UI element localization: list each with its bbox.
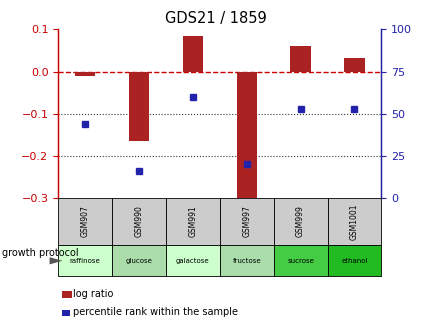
Text: GSM907: GSM907 [80, 206, 89, 237]
Text: raffinose: raffinose [70, 258, 100, 264]
Text: fructose: fructose [232, 258, 261, 264]
Text: growth protocol: growth protocol [2, 248, 79, 258]
Text: GSM1001: GSM1001 [349, 203, 358, 240]
Bar [344, 58, 364, 72]
Text: ethanol: ethanol [341, 258, 367, 264]
Bar [182, 36, 203, 72]
Text: log ratio: log ratio [73, 289, 114, 299]
Text: GSM990: GSM990 [134, 206, 143, 237]
Text: percentile rank within the sample: percentile rank within the sample [73, 307, 238, 317]
Text: GSM991: GSM991 [188, 206, 197, 237]
Text: sucrose: sucrose [286, 258, 313, 264]
Bar [290, 46, 310, 72]
Text: GSM999: GSM999 [295, 206, 304, 237]
Bar [75, 72, 95, 76]
Text: GSM997: GSM997 [242, 206, 251, 237]
Bar [129, 72, 149, 141]
Text: GDS21 / 1859: GDS21 / 1859 [164, 11, 266, 26]
Bar [236, 72, 256, 200]
Text: galactose: galactose [175, 258, 209, 264]
Text: glucose: glucose [125, 258, 152, 264]
